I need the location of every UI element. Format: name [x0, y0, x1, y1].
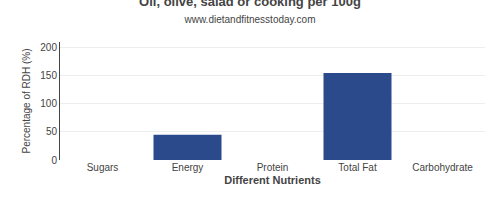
svg-text:Oil, olive, salad or cooking p: Oil, olive, salad or cooking per 100gwww… — [139, 0, 361, 25]
svg-text:200: 200 — [40, 42, 57, 53]
svg-text:Energy: Energy — [172, 162, 204, 173]
svg-text:Total Fat: Total Fat — [338, 162, 377, 173]
svg-text:Carbohydrate: Carbohydrate — [412, 162, 473, 173]
svg-text:Different Nutrients: Different Nutrients — [224, 174, 321, 186]
svg-text:Sugars: Sugars — [87, 162, 119, 173]
svg-text:Protein: Protein — [257, 162, 289, 173]
svg-text:150: 150 — [40, 70, 57, 81]
svg-text:0: 0 — [51, 155, 57, 166]
svg-text:Percentage of RDH (%): Percentage of RDH (%) — [21, 48, 32, 153]
svg-text:50: 50 — [46, 126, 58, 137]
svg-text:100: 100 — [40, 98, 57, 109]
